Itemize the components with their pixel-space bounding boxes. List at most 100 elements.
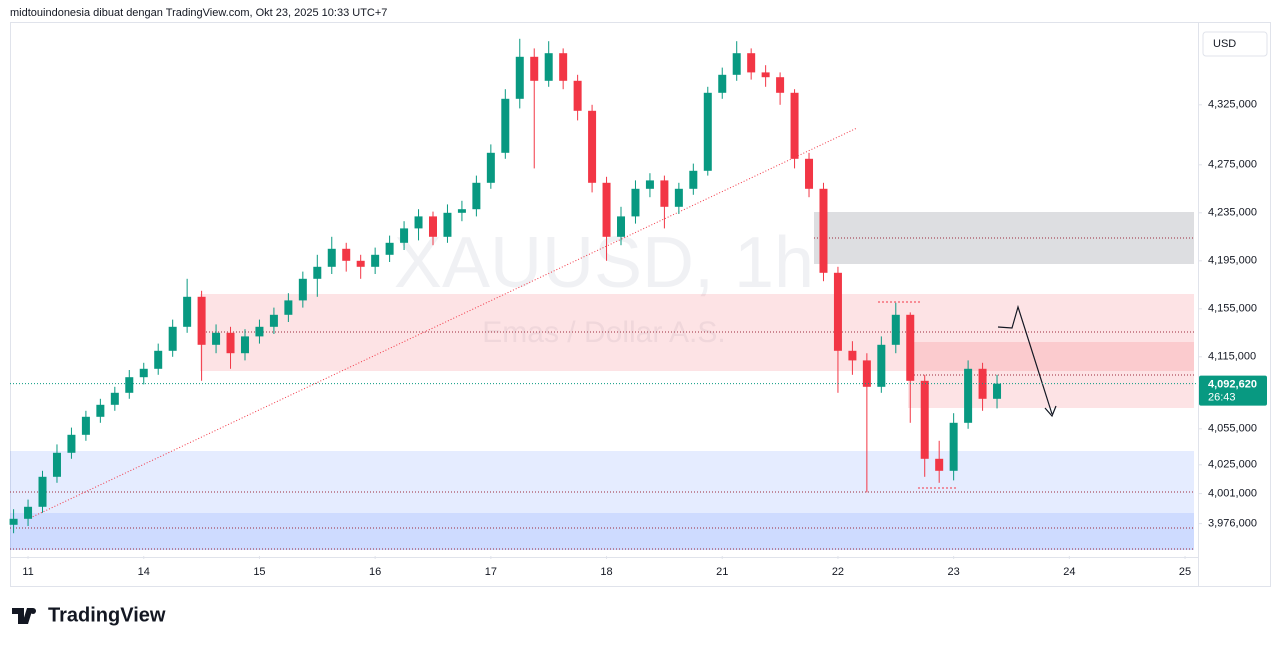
x-tick-label: 18 xyxy=(600,566,612,578)
header: midtouindonesia dibuat dengan TradingVie… xyxy=(10,7,387,19)
x-tick-label: 23 xyxy=(948,566,960,578)
candle-body xyxy=(790,92,799,159)
candle-body xyxy=(269,314,278,327)
candle-body xyxy=(949,422,958,471)
candle-body xyxy=(559,53,568,81)
candle-body xyxy=(935,458,944,471)
zone-pink-inner xyxy=(908,342,1194,408)
candle-body xyxy=(732,53,741,75)
candle-body xyxy=(472,182,481,210)
candle-body xyxy=(631,188,640,217)
x-tick-label: 14 xyxy=(138,566,150,578)
candle-body xyxy=(617,216,626,237)
candle-body xyxy=(414,216,423,229)
candle-body xyxy=(240,336,249,354)
y-tick-label: 3,976,000 xyxy=(1208,518,1257,530)
last-price-label: 4,092,620 xyxy=(1208,379,1257,391)
candle-body xyxy=(356,260,365,267)
logo: TradingView xyxy=(12,604,166,626)
candle-body xyxy=(327,248,336,267)
y-tick-label: 4,115,000 xyxy=(1208,351,1256,363)
candle-body xyxy=(573,80,582,111)
candle-body xyxy=(877,344,886,387)
candle-body xyxy=(819,188,828,273)
candle-body xyxy=(125,377,134,393)
frame xyxy=(10,22,1271,587)
candle-body xyxy=(689,170,698,189)
logo-icon xyxy=(12,608,33,624)
y-tick-label: 4,001,000 xyxy=(1208,488,1257,500)
logo-text: TradingView xyxy=(48,604,166,626)
y-tick-label: 4,325,000 xyxy=(1208,99,1257,111)
candle-body xyxy=(645,180,654,189)
y-tick-label: 4,025,000 xyxy=(1208,459,1257,471)
candle-body xyxy=(805,158,814,189)
candle-body xyxy=(428,216,437,237)
last-price-box xyxy=(1199,375,1267,406)
candle-body xyxy=(515,56,524,99)
candle-body xyxy=(747,53,756,73)
candle-body xyxy=(9,518,18,525)
candle-body xyxy=(848,350,857,361)
candle-body xyxy=(964,368,973,423)
candle-body xyxy=(342,248,351,261)
projection-arrow xyxy=(997,304,1053,415)
candle-body xyxy=(38,476,47,507)
candle-body xyxy=(703,92,712,171)
x-tick-label: 11 xyxy=(22,566,33,578)
candle-body xyxy=(284,300,293,315)
candle-body xyxy=(674,188,683,207)
candle-body xyxy=(718,74,727,93)
candle-body xyxy=(602,182,611,237)
x-tick-label: 25 xyxy=(1179,566,1191,578)
candle-body xyxy=(761,72,770,78)
candle-body xyxy=(197,296,206,345)
candle-body xyxy=(168,326,177,351)
candle-body xyxy=(212,332,221,345)
countdown-label: 26:43 xyxy=(1208,392,1236,404)
candle-body xyxy=(313,266,322,279)
candle-body xyxy=(862,360,871,387)
candle-body xyxy=(371,254,380,267)
x-tick-label: 16 xyxy=(369,566,381,578)
candle-body xyxy=(385,242,394,255)
currency-box xyxy=(1202,31,1268,57)
candle-body xyxy=(457,209,466,213)
candle-body xyxy=(24,506,33,519)
y-tick-label: 4,155,000 xyxy=(1208,303,1257,315)
candle-body xyxy=(400,228,409,243)
x-tick-label: 22 xyxy=(832,566,844,578)
watermark-description: Emas / Dollar A.S. xyxy=(482,316,725,349)
candle-body xyxy=(660,180,669,207)
x-tick-label: 15 xyxy=(253,566,265,578)
candle-body xyxy=(81,416,90,435)
candle-body xyxy=(544,53,553,81)
candle-body xyxy=(993,383,1002,399)
candle-body xyxy=(833,272,842,351)
candle-body xyxy=(486,152,495,183)
candle-body xyxy=(183,296,192,327)
currency-label: USD xyxy=(1213,38,1236,50)
zone-blue xyxy=(10,451,1194,550)
candle-body xyxy=(776,77,785,93)
candle-body xyxy=(96,404,105,417)
candle-body xyxy=(67,434,76,453)
candle-body xyxy=(139,368,148,378)
candle-body xyxy=(530,56,539,81)
x-tick-label: 21 xyxy=(716,566,728,578)
y-tick-label: 4,055,000 xyxy=(1208,423,1257,435)
candle-body xyxy=(110,392,119,405)
candle-body xyxy=(226,332,235,354)
candle-body xyxy=(891,314,900,345)
candle-body xyxy=(588,110,597,183)
y-tick-label: 4,235,000 xyxy=(1208,207,1257,219)
candle-body xyxy=(906,314,915,381)
zone-blue-inner xyxy=(10,513,1194,550)
x-tick-label: 24 xyxy=(1063,566,1075,578)
candle-body xyxy=(501,98,510,153)
y-tick-label: 4,195,000 xyxy=(1208,255,1257,267)
x-tick-label: 17 xyxy=(485,566,497,578)
candle-body xyxy=(443,212,452,237)
